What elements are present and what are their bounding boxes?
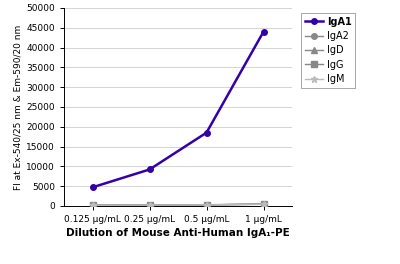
- Line: IgA2: IgA2: [90, 201, 266, 208]
- IgM: [90, 204, 95, 207]
- IgA1: [204, 131, 209, 134]
- Line: IgA1: IgA1: [90, 29, 266, 190]
- IgA1: [147, 168, 152, 171]
- Legend: IgA1, IgA2, IgD, IgG, IgM: IgA1, IgA2, IgD, IgG, IgM: [302, 13, 355, 88]
- IgD: [147, 204, 152, 207]
- IgD: [90, 204, 95, 207]
- IgM: [147, 204, 152, 207]
- IgA1: [90, 186, 95, 189]
- IgA2: [147, 203, 152, 206]
- IgM: [261, 203, 266, 206]
- IgG: [147, 204, 152, 207]
- IgG: [90, 204, 95, 207]
- Y-axis label: FI at Ex-540/25 nm & Em-590/20 nm: FI at Ex-540/25 nm & Em-590/20 nm: [13, 24, 22, 190]
- Line: IgM: IgM: [89, 201, 267, 209]
- IgA2: [261, 202, 266, 206]
- X-axis label: Dilution of Mouse Anti-Human IgA₁-PE: Dilution of Mouse Anti-Human IgA₁-PE: [66, 228, 290, 238]
- Line: IgD: IgD: [90, 201, 266, 208]
- IgD: [204, 203, 209, 206]
- IgG: [204, 203, 209, 206]
- IgM: [204, 203, 209, 206]
- IgD: [261, 203, 266, 206]
- IgA2: [204, 203, 209, 206]
- IgA1: [261, 30, 266, 33]
- IgA2: [90, 204, 95, 207]
- IgG: [261, 202, 266, 206]
- Line: IgG: IgG: [90, 201, 266, 208]
